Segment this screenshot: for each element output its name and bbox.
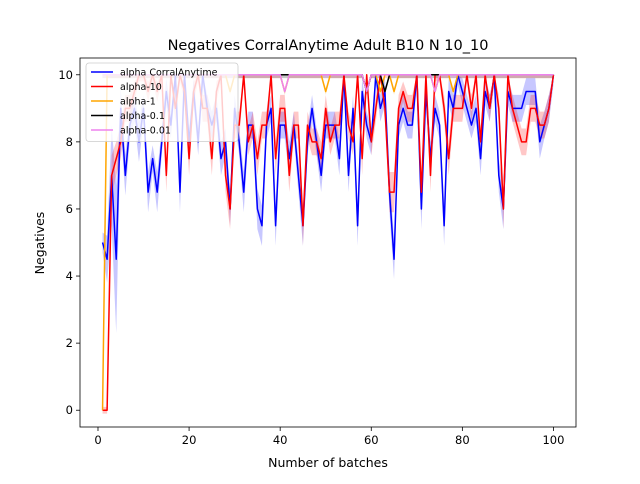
x-tick-label-20: 20	[182, 433, 197, 447]
y-axis-label: Negatives	[32, 212, 47, 275]
x-tick-label-60: 60	[364, 433, 379, 447]
legend-label-alpha-0-01: alpha-0.01	[120, 126, 171, 137]
legend: alpha CorralAnytime alpha-10 alpha-1 alpha-…	[85, 62, 239, 142]
legend-label-alpha-0-1: alpha-0.1	[120, 111, 165, 122]
x-axis-label: Number of batches	[268, 455, 388, 470]
legend-box	[85, 62, 239, 142]
x-tick-label-80: 80	[455, 433, 470, 447]
legend-label-alpha-1: alpha-1	[120, 97, 156, 108]
legend-label-alpha-corralanytime: alpha CorralAnytime	[120, 68, 218, 79]
y-tick-label-0: 0	[66, 403, 73, 417]
y-tick-label-10: 10	[58, 68, 73, 82]
y-tick-label-4: 4	[66, 269, 73, 283]
y-axis: 0 2 4 6 8 10	[58, 68, 80, 417]
x-tick-label-40: 40	[273, 433, 288, 447]
axes-frame	[79, 57, 577, 428]
y-tick-label-8: 8	[66, 135, 73, 149]
x-axis: 0 20 40 60 80 100	[94, 427, 564, 447]
chart-title: Negatives CorralAnytime Adult B10 N 10_1…	[168, 38, 489, 54]
y-tick-label-2: 2	[66, 336, 73, 350]
y-tick-label-6: 6	[66, 202, 73, 216]
x-tick-label-0: 0	[94, 433, 101, 447]
x-tick-label-100: 100	[542, 433, 564, 447]
legend-label-alpha-10: alpha-10	[120, 82, 162, 93]
